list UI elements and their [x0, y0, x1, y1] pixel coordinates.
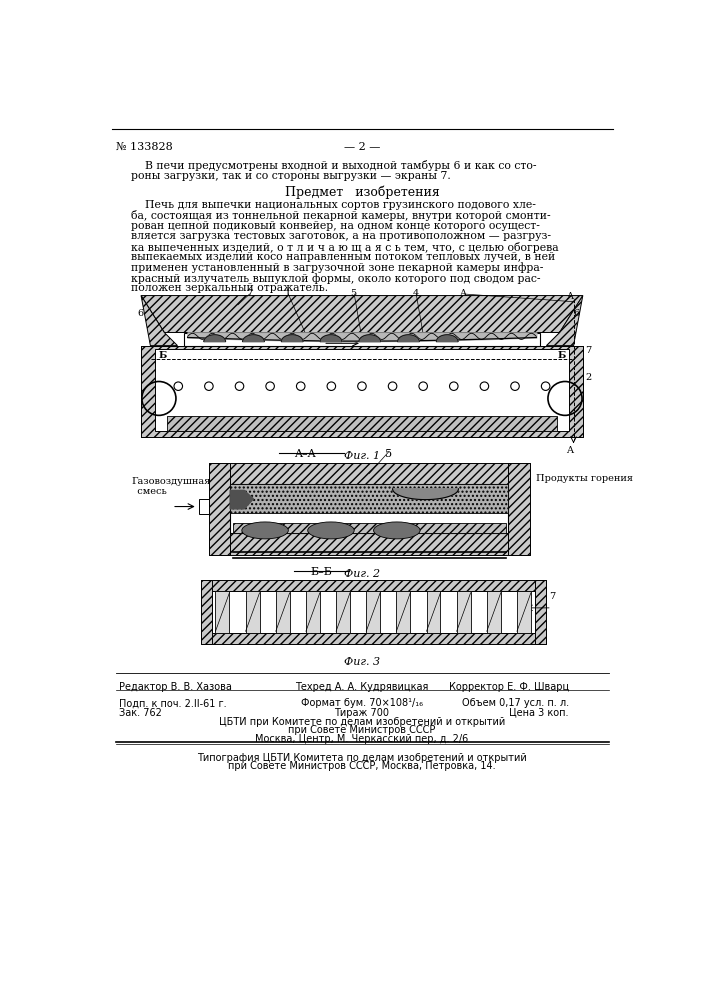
Bar: [245, 591, 259, 633]
Bar: [141, 346, 583, 437]
Text: Корректор Е. Ф. Шварц: Корректор Е. Ф. Шварц: [449, 682, 569, 692]
Text: — 2 —: — 2 —: [344, 142, 380, 152]
Text: Фиг. 1: Фиг. 1: [344, 451, 380, 461]
Bar: [230, 484, 508, 533]
Polygon shape: [204, 335, 226, 342]
Bar: [216, 591, 230, 633]
Text: 7: 7: [549, 592, 556, 601]
Text: 7: 7: [246, 289, 252, 298]
Text: Редактор В. В. Хазова: Редактор В. В. Хазова: [119, 682, 233, 692]
Text: Газовоздушная: Газовоздушная: [131, 477, 210, 486]
Text: A–A: A–A: [294, 449, 316, 459]
Bar: [230, 484, 508, 513]
Polygon shape: [141, 296, 583, 333]
Text: В печи предусмотрены входной и выходной тамбуры 6 и как со сто-: В печи предусмотрены входной и выходной …: [131, 160, 537, 171]
Bar: [201, 580, 211, 644]
Text: A: A: [459, 289, 466, 298]
Bar: [209, 463, 530, 484]
Bar: [336, 591, 350, 633]
Text: ЦБТИ при Комитете по делам изобретений и открытий: ЦБТИ при Комитете по делам изобретений и…: [219, 717, 505, 727]
Text: Цена 3 коп.: Цена 3 коп.: [509, 708, 569, 718]
Text: 6: 6: [573, 309, 580, 318]
Text: рован цепной подиковый конвейер, на одном конце которого осущест-: рован цепной подиковый конвейер, на одно…: [131, 221, 540, 231]
Text: Типография ЦБТИ Комитета по делам изобретений и открытий: Типография ЦБТИ Комитета по делам изобре…: [197, 753, 527, 763]
Text: Фиг. 3: Фиг. 3: [344, 657, 380, 667]
Polygon shape: [141, 296, 177, 346]
Text: применен установленный в загрузочной зоне пекарной камеры инфра-: применен установленный в загрузочной зон…: [131, 262, 544, 273]
Bar: [201, 633, 546, 644]
Bar: [426, 591, 440, 633]
Bar: [233, 523, 506, 533]
Text: вляется загрузка тестовых заготовок, а на противоположном — разгруз-: вляется загрузка тестовых заготовок, а н…: [131, 231, 551, 241]
Bar: [397, 591, 410, 633]
Text: смесь: смесь: [131, 487, 167, 496]
Bar: [201, 580, 546, 591]
Ellipse shape: [308, 522, 354, 539]
Text: красный излучатель выпуклой формы, около которого под сводом рас-: красный излучатель выпуклой формы, около…: [131, 273, 540, 284]
Text: 4: 4: [412, 289, 419, 298]
Text: Москва, Центр, М. Черкасский пер, д. 2/6: Москва, Центр, М. Черкасский пер, д. 2/6: [255, 734, 469, 744]
Bar: [167, 416, 557, 431]
Bar: [487, 591, 501, 633]
Bar: [184, 333, 540, 346]
Text: 5: 5: [351, 289, 356, 298]
Text: Предмет   изобретения: Предмет изобретения: [285, 185, 439, 199]
Text: Печь для выпечки национальных сортов грузинского подового хле-: Печь для выпечки национальных сортов гру…: [131, 200, 536, 210]
Polygon shape: [547, 296, 583, 346]
Polygon shape: [436, 335, 458, 342]
Text: Фиг. 2: Фиг. 2: [344, 569, 380, 579]
Polygon shape: [230, 490, 253, 509]
Text: № 133828: № 133828: [115, 142, 173, 152]
Text: ба, состоящая из тоннельной пекарной камеры, внутри которой смонти-: ба, состоящая из тоннельной пекарной кам…: [131, 210, 551, 221]
Text: A: A: [566, 292, 573, 301]
Polygon shape: [320, 335, 341, 342]
Text: Формат бум. 70×108¹/₁₆: Формат бум. 70×108¹/₁₆: [301, 698, 423, 708]
Text: при Совете Министров СССР, Москва, Петровка, 14.: при Совете Министров СССР, Москва, Петро…: [228, 761, 496, 771]
Polygon shape: [243, 335, 264, 342]
Text: выпекаемых изделий косо направленным потоком тепловых лучей, в ней: выпекаемых изделий косо направленным пот…: [131, 252, 555, 262]
Text: Зак. 762: Зак. 762: [119, 708, 162, 718]
Text: 7: 7: [585, 346, 591, 355]
Bar: [508, 463, 530, 555]
Text: 6: 6: [137, 309, 144, 318]
Text: 5: 5: [385, 449, 392, 459]
Text: роны загрузки, так и со стороны выгрузки — экраны 7.: роны загрузки, так и со стороны выгрузки…: [131, 171, 451, 181]
Text: ка выпеченных изделий, о т л и ч а ю щ а я с ь тем, что, с целью обогрева: ка выпеченных изделий, о т л и ч а ю щ а…: [131, 242, 559, 253]
Bar: [211, 591, 534, 633]
Text: Техред А. А. Кудрявицкая: Техред А. А. Кудрявицкая: [296, 682, 428, 692]
Text: Объем 0,17 усл. п. л.: Объем 0,17 усл. п. л.: [462, 698, 569, 708]
Polygon shape: [397, 335, 419, 342]
Bar: [517, 591, 531, 633]
Bar: [306, 591, 320, 633]
Text: A: A: [566, 446, 573, 455]
Polygon shape: [281, 335, 303, 342]
Text: Продукты горения: Продукты горения: [537, 474, 633, 483]
Text: 2: 2: [585, 373, 591, 382]
Bar: [199, 499, 209, 514]
Text: 1: 1: [284, 289, 291, 298]
Bar: [209, 463, 230, 555]
Text: Б–Б: Б–Б: [310, 567, 332, 577]
Text: Б: Б: [557, 351, 566, 360]
Bar: [141, 346, 583, 437]
Bar: [276, 591, 290, 633]
Bar: [366, 591, 380, 633]
Polygon shape: [392, 489, 458, 500]
Bar: [209, 533, 530, 555]
Bar: [534, 580, 546, 644]
Bar: [155, 349, 569, 431]
Polygon shape: [359, 335, 380, 342]
Ellipse shape: [373, 522, 420, 539]
Bar: [457, 591, 471, 633]
Text: при Совете Министров СССР: при Совете Министров СССР: [288, 725, 436, 735]
Text: Б: Б: [159, 351, 167, 360]
Text: Тираж 700: Тираж 700: [334, 708, 390, 718]
Ellipse shape: [242, 522, 288, 539]
Text: Подп. к поч. 2.ІІ-61 г.: Подп. к поч. 2.ІІ-61 г.: [119, 698, 227, 708]
Text: положен зеркальный отражатель.: положен зеркальный отражатель.: [131, 283, 328, 293]
